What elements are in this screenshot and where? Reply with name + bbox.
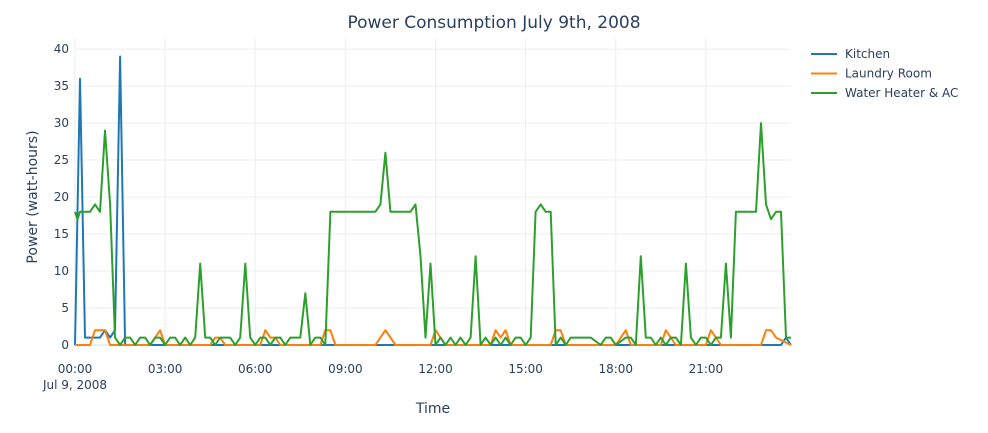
series-lines <box>74 55 792 346</box>
legend-item[interactable]: Laundry Room <box>811 67 932 81</box>
x-tick-label: 06:00 <box>238 362 273 376</box>
y-tick-label: 20 <box>54 190 69 204</box>
x-tick-label: 18:00 <box>598 362 633 376</box>
legend-item[interactable]: Water Heater & AC <box>811 86 958 100</box>
series-line-water-heater-ac[interactable] <box>74 122 791 346</box>
y-tick-label: 30 <box>54 116 69 130</box>
grid-lines <box>74 38 791 346</box>
y-tick-label: 25 <box>54 153 69 167</box>
legend-label: Kitchen <box>845 47 890 61</box>
y-tick-label: 40 <box>54 42 69 56</box>
x-tick-label: 00:00 <box>58 362 93 376</box>
x-tick-label: 12:00 <box>418 362 453 376</box>
x-axis-label: Time <box>415 401 450 417</box>
x-tick-label: 03:00 <box>148 362 183 376</box>
legend[interactable]: Kitchen Laundry Room Water Heater & AC <box>811 47 958 100</box>
x-axis-ticks: 00:00 Jul 9, 2008 03:00 06:00 09:00 12:00 15:0… <box>42 362 723 392</box>
y-axis-ticks: 0 5 10 15 20 25 30 35 40 <box>54 42 69 352</box>
y-tick-label: 5 <box>61 301 69 315</box>
x-tick-label: 21:00 <box>689 362 724 376</box>
legend-label: Water Heater & AC <box>845 86 958 100</box>
y-tick-label: 10 <box>54 264 69 278</box>
x-tick-label: 15:00 <box>508 362 543 376</box>
x-tick-sublabel: Jul 9, 2008 <box>42 378 107 392</box>
x-tick-label: 09:00 <box>328 362 363 376</box>
legend-item[interactable]: Kitchen <box>811 47 890 61</box>
y-tick-label: 0 <box>61 338 69 352</box>
y-axis-label: Power (watt-hours) <box>25 130 41 263</box>
chart-title: Power Consumption July 9th, 2008 <box>347 13 640 33</box>
y-tick-label: 15 <box>54 227 69 241</box>
y-tick-label: 35 <box>54 79 69 93</box>
series-line-laundry-room[interactable] <box>75 329 792 346</box>
legend-label: Laundry Room <box>845 67 932 81</box>
